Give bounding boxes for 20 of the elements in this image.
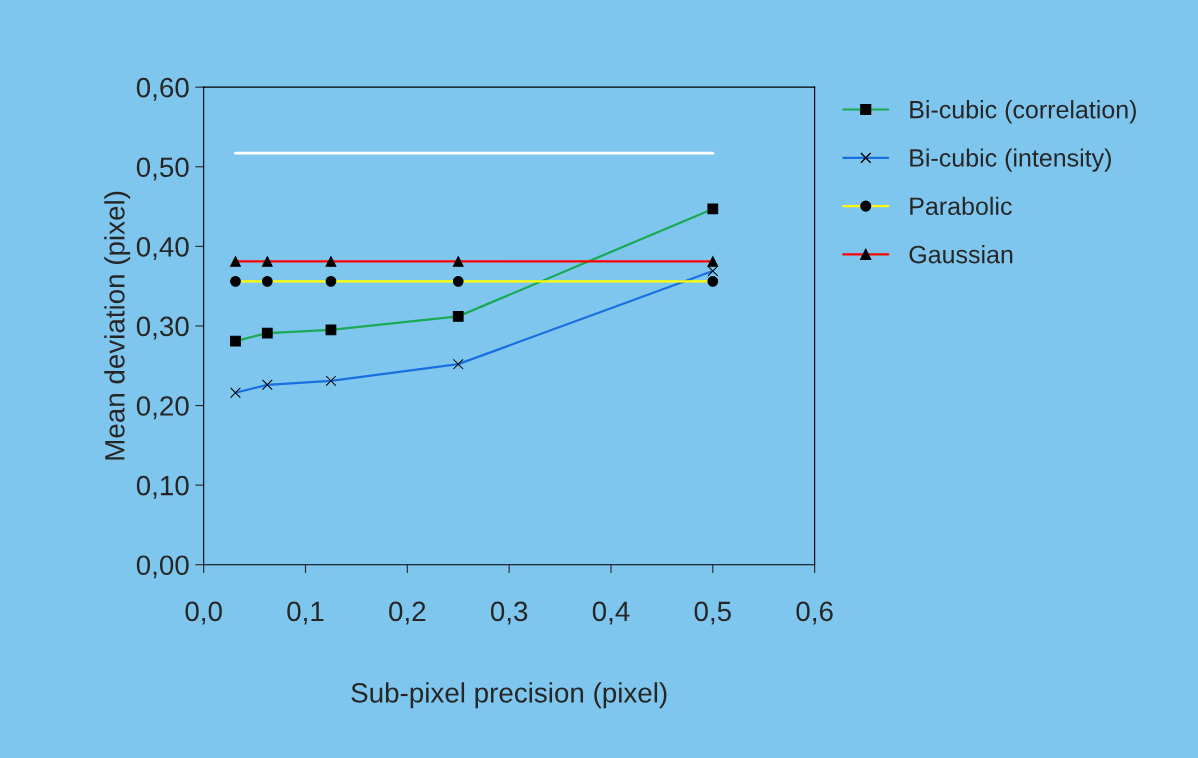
x-tick-label: 0,2 [389,601,426,625]
y-axis-title: Mean deviation (pixel) [104,191,131,460]
y-tick-label: 0,30 [136,316,189,340]
x-tick-label: 0,4 [592,601,630,625]
x-tick-label: 0,1 [287,601,324,625]
legend-label: Bi-cubic (intensity) [910,148,1111,172]
y-tick-label: 0,10 [136,475,189,499]
legend-label: Gaussian [909,245,1013,264]
x-tick-label: 0,0 [185,601,222,625]
y-tick-label: 0,50 [136,157,189,181]
x-tick-label: 0,5 [694,601,731,625]
legend-label: Parabolic [910,196,1012,216]
y-tick-label: 0,20 [136,396,189,420]
y-tick-label: 0,60 [136,77,189,101]
y-tick-label: 0,40 [136,237,189,260]
x-tick-label: 0,3 [490,601,528,625]
x-tick-label: 0,6 [796,601,833,625]
legend-label: Bi-cubic (correlation) [910,100,1136,124]
y-tick-label: 0,00 [136,555,189,579]
x-axis-title: Sub-pixel precision (pixel) [351,682,667,709]
